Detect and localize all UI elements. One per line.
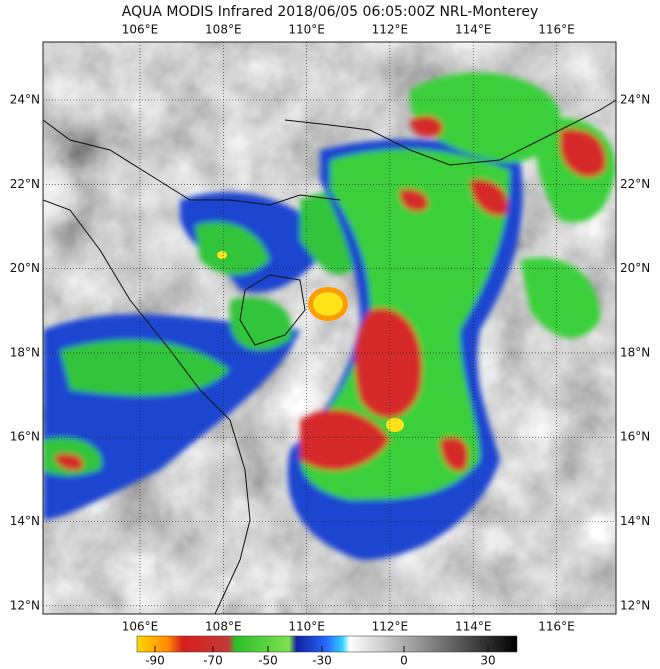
lon-label-bottom: 108°E — [205, 620, 242, 634]
lon-label-bottom: 110°E — [288, 620, 325, 634]
lat-label-right: 16°N — [620, 430, 650, 444]
lat-label-left: 12°N — [10, 598, 40, 612]
lon-label-top: 106°E — [122, 23, 159, 37]
colorbar-label: -50 — [258, 654, 278, 668]
lat-label-right: 18°N — [620, 345, 650, 359]
lon-label-bottom: 116°E — [538, 620, 575, 634]
lon-label-top: 114°E — [455, 23, 492, 37]
lat-label-left: 20°N — [10, 261, 40, 275]
map-frame — [42, 41, 617, 615]
title: AQUA MODIS Infrared 2018/06/05 06:05:00Z… — [122, 4, 538, 20]
lon-label-bottom: 106°E — [122, 620, 159, 634]
lon-label-top: 112°E — [372, 23, 409, 37]
lon-label-bottom: 114°E — [455, 620, 492, 634]
lat-label-left: 22°N — [10, 177, 40, 191]
colorbar-label: -30 — [312, 654, 332, 668]
lat-label-left: 18°N — [10, 345, 40, 359]
lat-label-right: 14°N — [620, 514, 650, 528]
lon-label-bottom: 112°E — [372, 620, 409, 634]
lon-label-top: 108°E — [205, 23, 242, 37]
colorbar-label: -70 — [203, 654, 223, 668]
colorbar-label: -90 — [145, 654, 165, 668]
colorbar — [136, 635, 518, 653]
graticule — [43, 42, 616, 614]
labels: 106°E 106°E 108°E 108°E 110°E 110°E 112°E 112°E… — [10, 23, 651, 668]
lon-label-top: 110°E — [288, 23, 325, 37]
colorbar-label: 30 — [480, 654, 495, 668]
lat-label-left: 14°N — [10, 514, 40, 528]
lat-label-left: 16°N — [10, 430, 40, 444]
lat-label-left: 24°N — [10, 93, 40, 107]
imagery — [43, 42, 616, 614]
lat-label-right: 24°N — [620, 93, 650, 107]
lat-label-right: 12°N — [620, 598, 650, 612]
lat-label-right: 22°N — [620, 177, 650, 191]
lat-label-right: 20°N — [620, 261, 650, 275]
lon-label-top: 116°E — [538, 23, 575, 37]
colorbar-label: 0 — [400, 654, 408, 668]
